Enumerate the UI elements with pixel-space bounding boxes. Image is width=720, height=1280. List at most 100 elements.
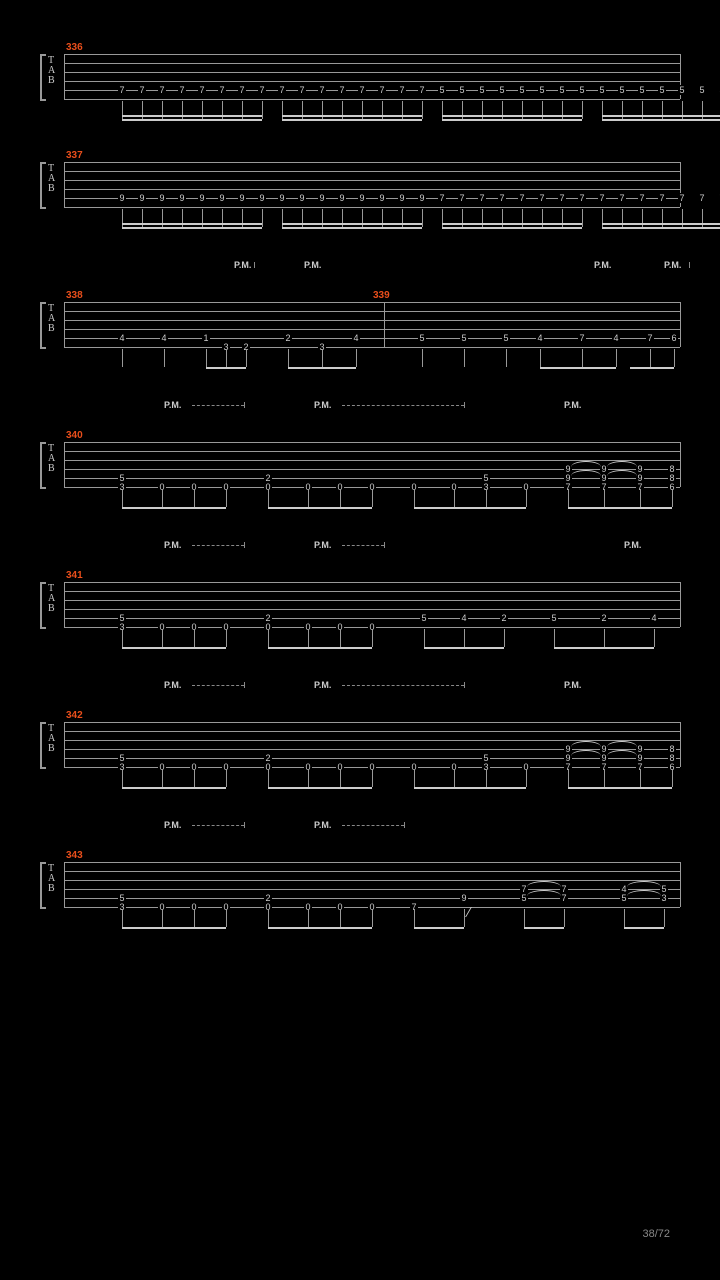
tie-arc <box>571 750 601 756</box>
fret-number: 5 <box>598 85 606 95</box>
fret-number: 7 <box>698 193 706 203</box>
tab-measure-block: P.M.P.M.P.M.342TAB5300020000005309979979… <box>40 680 680 782</box>
pm-label: P.M. <box>164 540 181 550</box>
fret-number: 7 <box>298 85 306 95</box>
fret-number: 9 <box>378 193 386 203</box>
pm-annotation-row: P.M. P.M. P.M. <box>40 680 680 698</box>
fret-number: 9 <box>338 193 346 203</box>
fret-number: 9 <box>238 193 246 203</box>
page-number: 38/72 <box>642 1228 670 1240</box>
pm-annotation-row: P.M. P.M. <box>40 820 680 838</box>
tie-arc <box>607 470 637 476</box>
fret-number: 7 <box>578 193 586 203</box>
fret-number: 7 <box>638 193 646 203</box>
fret-number: 7 <box>618 193 626 203</box>
tab-clef-label: TAB <box>48 304 55 334</box>
fret-number: 7 <box>678 193 686 203</box>
fret-number: 7 <box>138 85 146 95</box>
pm-annotation-row: P.M. P.M. P.M. <box>40 400 680 418</box>
tab-measure-block: 336TAB77777777777777775555555555555555 <box>40 44 680 114</box>
tab-measure-block: P.M.P.M.P.M.340TAB5300020000005309979979… <box>40 400 680 502</box>
tab-clef-label: TAB <box>48 164 55 194</box>
fret-number: 7 <box>178 85 186 95</box>
fret-number: 5 <box>658 85 666 95</box>
measure-number: 342 <box>66 710 83 721</box>
fret-number: 9 <box>138 193 146 203</box>
tab-clef-label: TAB <box>48 444 55 474</box>
fret-number: 5 <box>418 333 426 343</box>
fret-number: 9 <box>418 193 426 203</box>
tie-arc <box>607 741 637 747</box>
fret-number: 9 <box>118 193 126 203</box>
fret-number: 5 <box>502 333 510 343</box>
fret-number: 7 <box>498 193 506 203</box>
fret-number: 7 <box>558 193 566 203</box>
fret-number: 5 <box>558 85 566 95</box>
fret-number: 7 <box>258 85 266 95</box>
tab-staff: 341TAB5300020000542524 <box>40 572 680 642</box>
tab-staff: 337TAB99999999999999997777777777777777 <box>40 152 680 222</box>
tab-measure-block: 337TAB99999999999999997777777777777777 <box>40 152 680 222</box>
measure-number: 340 <box>66 430 83 441</box>
tab-staff: 340TAB530002000000530997997997886 <box>40 432 680 502</box>
fret-number: 5 <box>498 85 506 95</box>
fret-number: 5 <box>550 613 558 623</box>
fret-number: 9 <box>460 893 468 903</box>
fret-number: 5 <box>678 85 686 95</box>
fret-number: 4 <box>612 333 620 343</box>
pm-label: P.M. <box>314 680 331 690</box>
fret-number: 7 <box>658 193 666 203</box>
fret-number: 1 <box>202 333 210 343</box>
fret-number: 5 <box>478 85 486 95</box>
tab-clef-label: TAB <box>48 56 55 86</box>
fret-number: 7 <box>158 85 166 95</box>
pm-label: P.M. <box>304 260 321 270</box>
pm-label: P.M. <box>234 260 251 270</box>
pm-annotation-row: P.M.P.M.P.M. <box>40 540 680 558</box>
measure-number: 337 <box>66 150 83 161</box>
measure-number: 336 <box>66 42 83 53</box>
fret-number: 5 <box>698 85 706 95</box>
pm-label: P.M. <box>314 820 331 830</box>
fret-number: 4 <box>650 613 658 623</box>
pm-label: P.M. <box>164 680 181 690</box>
fret-number: 9 <box>318 193 326 203</box>
fret-number: 4 <box>160 333 168 343</box>
tab-measure-block: P.M.P.M.343TAB53000200007975774553 <box>40 820 680 922</box>
pm-label: P.M. <box>564 400 581 410</box>
fret-number: 7 <box>338 85 346 95</box>
pm-annotation-row: P.M.P.M.P.M.P.M. <box>40 260 680 278</box>
tab-staff: 342TAB530002000000530997997997886 <box>40 712 680 782</box>
fret-number: 4 <box>352 333 360 343</box>
fret-number: 2 <box>284 333 292 343</box>
fret-number: 7 <box>318 85 326 95</box>
fret-number: 5 <box>618 85 626 95</box>
tab-clef-label: TAB <box>48 724 55 754</box>
fret-number: 9 <box>278 193 286 203</box>
pm-label: P.M. <box>164 820 181 830</box>
fret-number: 7 <box>418 85 426 95</box>
fret-number: 2 <box>600 613 608 623</box>
fret-number: 7 <box>458 193 466 203</box>
pm-label: P.M. <box>664 260 681 270</box>
fret-number: 7 <box>518 193 526 203</box>
fret-number: 7 <box>646 333 654 343</box>
pm-label: P.M. <box>564 680 581 690</box>
fret-number: 7 <box>358 85 366 95</box>
fret-number: 5 <box>638 85 646 95</box>
pm-label: P.M. <box>314 400 331 410</box>
fret-number: 3 <box>660 893 668 903</box>
fret-number: 5 <box>518 85 526 95</box>
fret-number: 7 <box>118 85 126 95</box>
fret-number: 9 <box>298 193 306 203</box>
tab-clef-label: TAB <box>48 584 55 614</box>
pm-label: P.M. <box>164 400 181 410</box>
fret-number: 7 <box>278 85 286 95</box>
tab-clef-label: TAB <box>48 864 55 894</box>
fret-number: 7 <box>438 193 446 203</box>
tab-measure-block: P.M.P.M.P.M.P.M.338339TAB441322345554747… <box>40 260 680 362</box>
fret-number: 7 <box>560 893 568 903</box>
pm-label: P.M. <box>624 540 641 550</box>
fret-number: 7 <box>478 193 486 203</box>
fret-number: 5 <box>458 85 466 95</box>
